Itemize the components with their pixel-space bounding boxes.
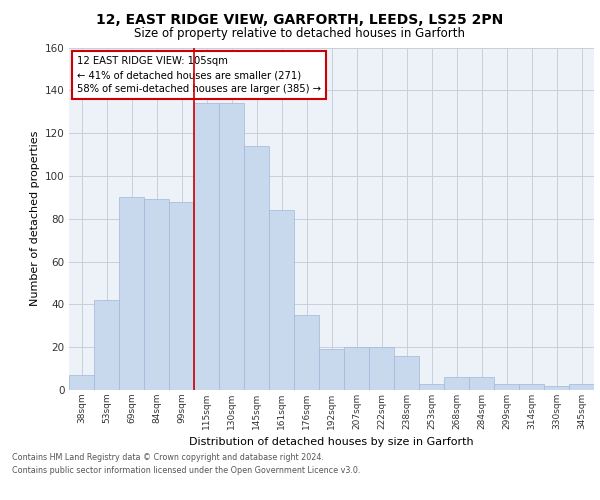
Bar — [344, 347, 369, 390]
X-axis label: Distribution of detached houses by size in Garforth: Distribution of detached houses by size … — [189, 438, 474, 448]
Bar — [244, 146, 269, 390]
Bar — [269, 210, 294, 390]
Bar — [369, 347, 394, 390]
Bar — [469, 377, 494, 390]
Bar — [169, 202, 194, 390]
Bar — [419, 384, 444, 390]
Bar — [94, 300, 119, 390]
Bar — [444, 377, 469, 390]
Bar — [194, 103, 219, 390]
Text: 12 EAST RIDGE VIEW: 105sqm
← 41% of detached houses are smaller (271)
58% of sem: 12 EAST RIDGE VIEW: 105sqm ← 41% of deta… — [77, 56, 321, 94]
Text: Size of property relative to detached houses in Garforth: Size of property relative to detached ho… — [134, 28, 466, 40]
Bar — [319, 350, 344, 390]
Bar — [494, 384, 519, 390]
Text: Contains HM Land Registry data © Crown copyright and database right 2024.: Contains HM Land Registry data © Crown c… — [12, 454, 324, 462]
Bar — [144, 200, 169, 390]
Bar — [219, 103, 244, 390]
Text: Contains public sector information licensed under the Open Government Licence v3: Contains public sector information licen… — [12, 466, 361, 475]
Text: 12, EAST RIDGE VIEW, GARFORTH, LEEDS, LS25 2PN: 12, EAST RIDGE VIEW, GARFORTH, LEEDS, LS… — [97, 12, 503, 26]
Y-axis label: Number of detached properties: Number of detached properties — [29, 131, 40, 306]
Bar — [119, 198, 144, 390]
Bar — [69, 375, 94, 390]
Bar — [569, 384, 594, 390]
Bar — [544, 386, 569, 390]
Bar — [294, 315, 319, 390]
Bar — [394, 356, 419, 390]
Bar — [519, 384, 544, 390]
